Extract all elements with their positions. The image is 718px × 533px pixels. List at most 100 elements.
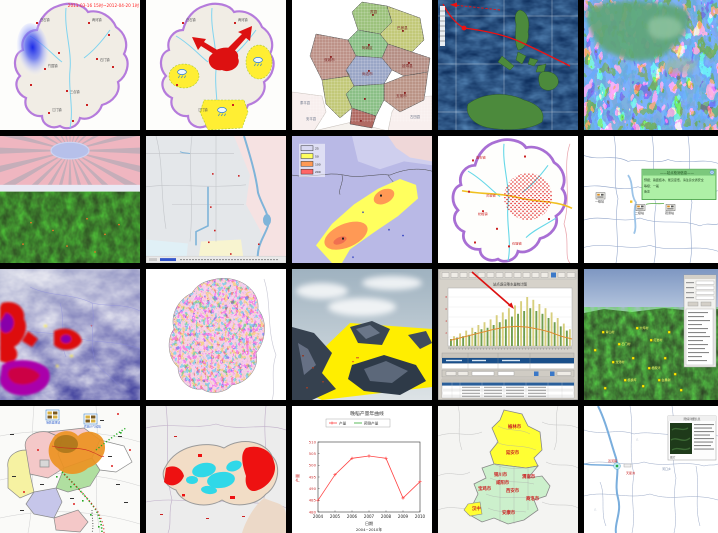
thumbnail-shaanxi-city-map[interactable]: 榆林市 延安市 铜川市 渭南市 咸阳市 宝鸡市 西安市 商洛市 汉中 安康市	[438, 406, 578, 533]
admin-map-svg: 巴彦县 宾县 阿城区 双城市 延寿县 尚志市 五常市 泰平县 安平县 古田县	[292, 0, 432, 130]
thumbnail-rice-yield-chart[interactable]: 晚稻产量年曲线 产量 预测产量 480 485 490 495 500 505 510 200…	[292, 406, 432, 533]
svg-text:双城市: 双城市	[324, 57, 335, 62]
scatter-dots	[23, 413, 131, 528]
svg-text:480: 480	[309, 509, 317, 514]
svg-text:50: 50	[315, 155, 319, 159]
svg-text:2007: 2007	[364, 514, 375, 519]
scrollbar[interactable]	[712, 309, 715, 365]
thumbnail-river-photo-popup-map[interactable]: 双河镇 天星洲 河口乡 △ △ 险情详细信息 图片	[584, 406, 718, 533]
panel-button[interactable]	[700, 301, 712, 307]
typhoon-map-svg	[438, 0, 578, 130]
thumbnail-drought-map[interactable]	[146, 406, 286, 533]
thumbnail-typhoon-track-map[interactable]	[438, 0, 578, 130]
svg-text:商洛市: 商洛市	[526, 495, 540, 502]
province-classified-svg	[146, 269, 286, 400]
cloud-mass	[586, 1, 696, 74]
svg-text:江门镇: 江门镇	[52, 107, 62, 112]
result-table[interactable]	[441, 352, 575, 369]
station-icon-widgets[interactable]: 墒情监测站 农田小气候站	[45, 409, 101, 429]
chart-title: 站点逐日降水量统计图	[493, 282, 528, 287]
info-popup[interactable]: ——站点检测信息—— 预报：路面结冰，能见度低，请注意交通安全 等级：一般 备注	[641, 168, 717, 200]
county-seats: 巴彦县 宾县 阿城区 双城市 延寿县 尚志市 五常市	[324, 9, 413, 122]
svg-text:古田县: 古田县	[410, 114, 421, 119]
icon-label: 农田小气候站	[84, 425, 101, 429]
svg-text:榆林市: 榆林市	[508, 423, 522, 430]
thumbnail-3d-placemark-view[interactable]: 青山村 石门村 大坪村 红岩村 龙潭村 杨家湾 核桃坪 白果树	[584, 269, 718, 400]
svg-text:江门镇: 江门镇	[198, 107, 208, 112]
svg-text:505: 505	[309, 451, 317, 456]
warning-zones	[168, 44, 273, 130]
side-panel[interactable]	[683, 274, 717, 368]
svg-text:尚志市: 尚志市	[362, 71, 373, 76]
thumbnail-province-classified-map[interactable]	[146, 269, 286, 400]
rain-band-orange	[324, 188, 395, 250]
status-bar	[146, 255, 286, 263]
station-dots	[208, 173, 260, 255]
svg-text:首车镇: 首车镇	[476, 155, 486, 160]
thumbnail-county-hazard-map[interactable]: 首车镇 灵溪镇 松柏镇 石堤镇	[438, 136, 578, 263]
svg-text:6: 6	[445, 307, 447, 311]
thumbnail-ir-satellite-cloud[interactable]: +	[0, 269, 140, 400]
toolbar[interactable]	[439, 270, 577, 280]
svg-text:白果树: 白果树	[662, 377, 671, 382]
svg-text:△: △	[594, 507, 597, 511]
svg-text:核桃坪: 核桃坪	[628, 377, 637, 382]
thumbnail-agro-monitoring-map[interactable]: 墒情监测站 农田小气候站	[0, 406, 140, 533]
region-pink	[388, 136, 432, 162]
site-photo[interactable]	[670, 423, 692, 454]
annotation-arrow	[471, 271, 513, 308]
rain-cloud-icons	[177, 57, 263, 117]
neighbor-boundary	[563, 143, 571, 263]
river-popup-svg: 双河镇 天星洲 河口乡 △ △ 险情详细信息 图片	[584, 406, 718, 533]
thumbnail-terrain-yellow-3d[interactable]	[292, 269, 432, 400]
thumbnail-pale-gis-map[interactable]	[146, 136, 286, 263]
pale-gis-svg	[146, 136, 286, 263]
hazard-markers: 双河镇 天星洲 河口乡 △ △	[594, 437, 671, 511]
thumbnail-county-precip-map[interactable]: 白石镇 两河镇 石门镇 竹园镇 江门镇 三合镇 2011-03-16 15时~2…	[0, 0, 140, 130]
popup-body: 预报：路面结冰，能见度低，请注意交通安全 等级：一般 备注	[644, 177, 704, 194]
ir-satellite-svg: +	[0, 269, 140, 400]
lower-toolbar[interactable]	[441, 369, 575, 378]
drought-patches	[164, 446, 276, 499]
thumbnail-station-popup-map[interactable]: 一级站 二级站 观测站 ——站点检测信息—— 预报：路面结冰，能见度低，请注意交…	[584, 136, 718, 263]
thumbnail-terrain-sunburst-3d[interactable]	[0, 136, 140, 263]
svg-text:阿城区: 阿城区	[362, 45, 373, 50]
svg-text:西安市: 西安市	[506, 487, 520, 494]
classified-fill	[169, 278, 265, 393]
wet-patches	[186, 460, 242, 495]
photo-popup[interactable]: 险情详细信息 图片	[667, 415, 717, 461]
agro-map-svg: 墒情监测站 农田小气候站	[0, 406, 140, 533]
yield-overlay	[48, 431, 106, 474]
province-outline	[168, 278, 265, 393]
county-hazard-svg: 首车镇 灵溪镇 松柏镇 石堤镇	[438, 136, 578, 263]
svg-text:观测站: 观测站	[665, 210, 674, 215]
thumbnail-rainfall-forecast-map[interactable]: 25 50 100 200	[292, 136, 432, 263]
data-table[interactable]	[441, 378, 575, 399]
town-labels: 白石镇 两河镇 江门镇	[186, 17, 248, 112]
svg-text:河口乡: 河口乡	[662, 466, 671, 471]
svg-text:白石镇: 白石镇	[186, 17, 196, 22]
thumbnail-classified-satellite[interactable]	[584, 0, 718, 130]
bar-chart: 8 6 4 2	[445, 271, 573, 350]
svg-text:红岩村: 红岩村	[654, 337, 663, 342]
x-range-label: 2004~2010年	[356, 527, 383, 532]
svg-text:500: 500	[309, 463, 317, 468]
coastal-marker-trails	[61, 427, 127, 533]
thumbnail-county-warning-map[interactable]: 白石镇 两河镇 江门镇	[146, 0, 286, 130]
svg-text:五常市: 五常市	[396, 93, 407, 98]
svg-text:石门村: 石门村	[622, 341, 631, 346]
town-labels: 白石镇 两河镇 石门镇 竹园镇 江门镇 三合镇	[40, 17, 110, 112]
panel-button[interactable]	[687, 301, 699, 307]
thumbnail-admin-hatched-map[interactable]: 巴彦县 宾县 阿城区 双城市 延寿县 尚志市 五常市 泰平县 安平县 古田县	[292, 0, 432, 130]
classified-satellite-svg	[584, 0, 718, 130]
svg-text:安平县: 安平县	[306, 116, 317, 121]
neighbor-boundary	[263, 278, 277, 400]
svg-text:两河镇: 两河镇	[238, 17, 248, 22]
svg-text:宾县: 宾县	[370, 9, 378, 14]
app-icon[interactable]	[551, 272, 556, 278]
terrain-sunburst-svg	[0, 136, 140, 263]
thumbnail-analysis-app-window[interactable]: 站点逐日降水量统计图 8 6 4 2	[438, 269, 578, 400]
svg-text:铜川市: 铜川市	[494, 471, 508, 478]
shaanxi-map-svg: 榆林市 延安市 铜川市 渭南市 咸阳市 宝鸡市 西安市 商洛市 汉中 安康市	[438, 406, 578, 533]
